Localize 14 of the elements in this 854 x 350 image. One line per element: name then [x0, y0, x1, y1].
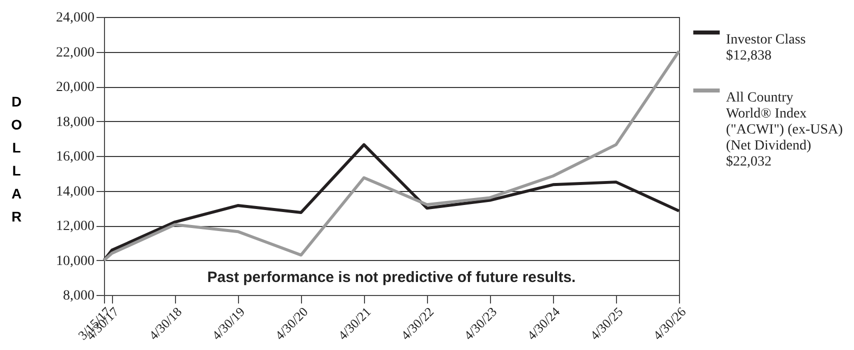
legend-label: All Country World® Index ("ACWI") (ex-USA) (Net Dividend) $22,032: [726, 90, 844, 170]
y-tick-label: 10,000: [56, 254, 94, 269]
y-tick-label: 16,000: [56, 150, 94, 164]
y-tick-label: 12,000: [56, 219, 94, 234]
annotation: Past performance is not predictive of future results.: [207, 269, 576, 286]
y-tick-label: 22,000: [56, 45, 94, 60]
y-tick-label: 14,000: [56, 184, 94, 200]
y-axis-title: DOLLAR: [11, 94, 22, 224]
y-tick-label: 8,000: [63, 288, 94, 304]
y-tick-label: 18,000: [56, 114, 94, 130]
line-series: [102, 50, 680, 262]
legend-label: Investor Class $12,838: [726, 32, 806, 64]
y-tick-label: 20,000: [56, 80, 94, 95]
y-tick-label: 24,000: [56, 10, 94, 26]
